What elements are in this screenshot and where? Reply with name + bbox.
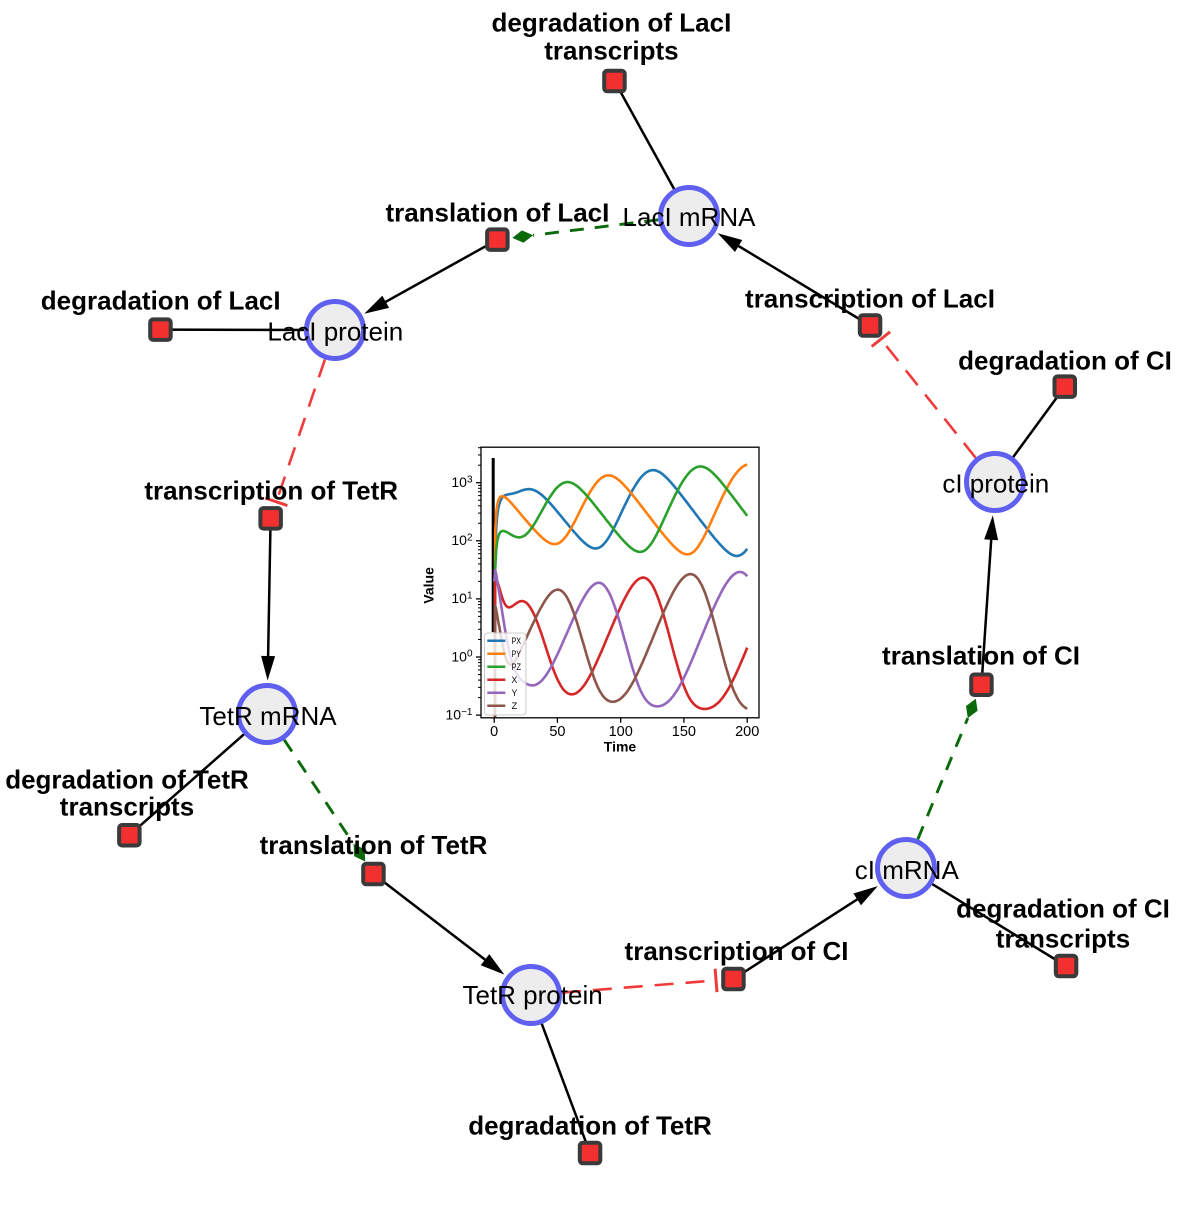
svg-text:150: 150 [672, 724, 696, 740]
svg-text:transcription of CI: transcription of CI [625, 936, 849, 966]
svg-text:PX: PX [512, 636, 522, 647]
svg-text:degradation of CI: degradation of CI [956, 894, 1170, 924]
svg-text:Value: Value [421, 567, 437, 604]
svg-text:degradation of TetR: degradation of TetR [5, 765, 249, 795]
svg-text:PY: PY [512, 649, 522, 660]
svg-text:X: X [512, 675, 518, 686]
svg-text:cI mRNA: cI mRNA [855, 855, 960, 885]
svg-text:LacI mRNA: LacI mRNA [623, 202, 757, 232]
svg-text:cI protein: cI protein [942, 468, 1049, 498]
svg-text:TetR mRNA: TetR mRNA [199, 701, 337, 731]
svg-text:Y: Y [512, 688, 518, 699]
svg-text:LacI protein: LacI protein [267, 317, 403, 347]
svg-text:translation of LacI: translation of LacI [385, 198, 609, 228]
svg-text:50: 50 [549, 724, 565, 740]
svg-text:degradation of CI: degradation of CI [958, 346, 1172, 376]
svg-text:0: 0 [490, 724, 498, 740]
svg-text:transcription of LacI: transcription of LacI [745, 284, 995, 314]
svg-text:200: 200 [735, 724, 759, 740]
svg-text:transcripts: transcripts [544, 36, 678, 66]
svg-text:transcripts: transcripts [996, 924, 1130, 954]
svg-text:TetR protein: TetR protein [463, 980, 603, 1010]
svg-text:degradation of LacI: degradation of LacI [41, 286, 281, 316]
svg-text:transcription of TetR: transcription of TetR [144, 476, 398, 506]
svg-text:degradation of TetR: degradation of TetR [468, 1111, 712, 1141]
svg-text:translation of TetR: translation of TetR [260, 830, 488, 860]
svg-text:PZ: PZ [512, 662, 522, 673]
svg-text:translation of CI: translation of CI [882, 641, 1080, 671]
svg-text:100: 100 [609, 724, 633, 740]
svg-text:Z: Z [512, 701, 518, 712]
svg-text:degradation of LacI: degradation of LacI [491, 8, 731, 38]
svg-text:transcripts: transcripts [60, 792, 194, 822]
svg-text:Time: Time [604, 738, 637, 754]
